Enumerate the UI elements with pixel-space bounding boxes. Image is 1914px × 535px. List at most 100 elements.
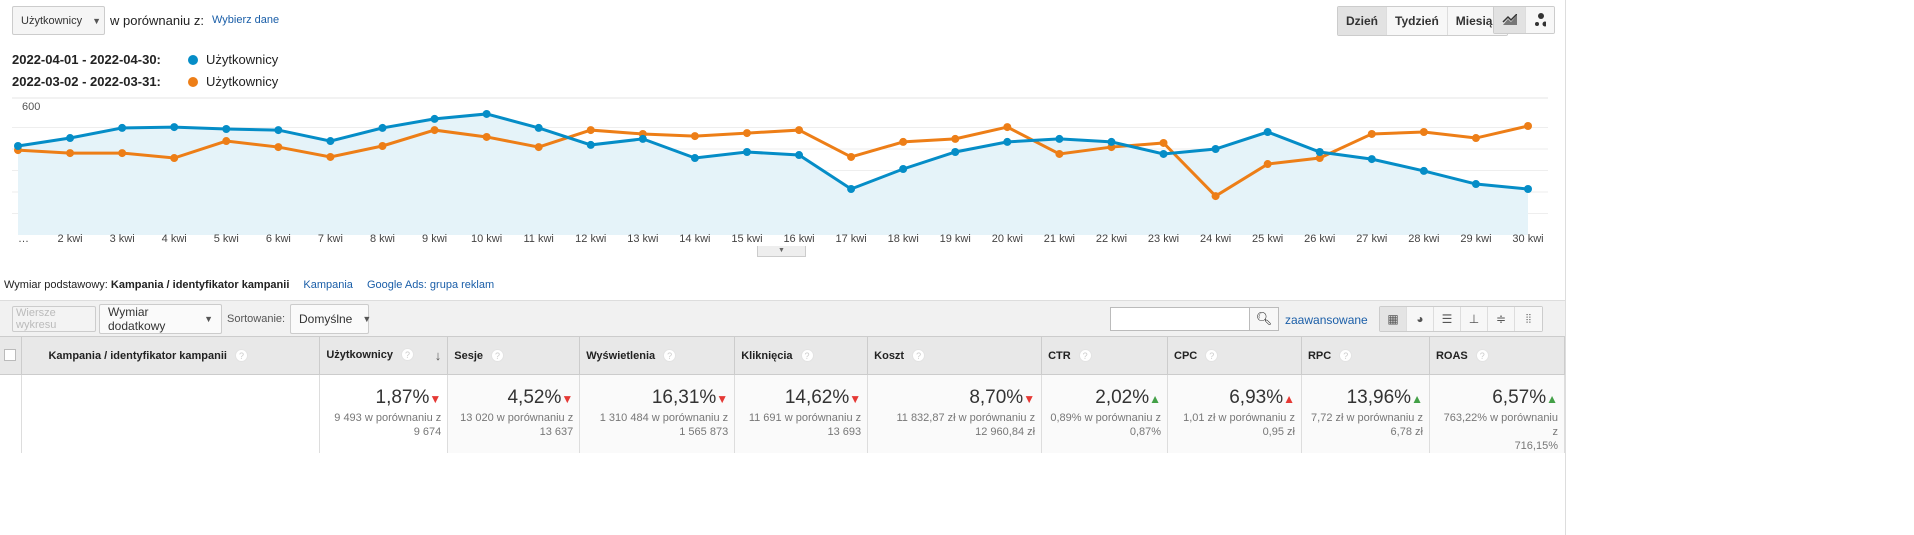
x-tick-label: 30 kwi xyxy=(1512,233,1543,245)
arrow-up-icon: ▲ xyxy=(1283,391,1295,406)
pivot-view-icon[interactable]: ⦙⦙ xyxy=(1515,307,1542,331)
column-header-campaign[interactable]: Kampania / identyfikator kampanii? xyxy=(21,337,321,375)
dimension-option-ad-group[interactable]: Google Ads: grupa reklam xyxy=(366,279,495,291)
data-point xyxy=(222,137,231,146)
help-icon[interactable]: ? xyxy=(800,348,814,362)
x-tick-label: 18 kwi xyxy=(888,233,919,245)
x-tick-label: 2 kwi xyxy=(58,233,83,245)
x-tick-label: 16 kwi xyxy=(783,233,814,245)
help-icon[interactable]: ? xyxy=(400,347,414,361)
column-header-7[interactable]: RPC? xyxy=(1301,337,1430,375)
data-point xyxy=(14,141,22,150)
term-cloud-view-icon[interactable]: ≑ xyxy=(1488,307,1515,331)
column-header-2[interactable]: Wyświetlenia? xyxy=(579,337,736,375)
data-point xyxy=(742,129,751,138)
data-point xyxy=(170,154,179,163)
help-icon[interactable]: ? xyxy=(234,348,248,362)
x-tick-label: 19 kwi xyxy=(940,233,971,245)
help-icon[interactable]: ? xyxy=(1339,348,1353,362)
comparison-previous-value: 9 674 xyxy=(413,425,442,438)
column-header-label: RPC xyxy=(1307,349,1332,362)
performance-view-icon[interactable]: ☰ xyxy=(1434,307,1461,331)
metric-select-value: Użytkownicy xyxy=(21,14,83,27)
x-tick-label: 9 kwi xyxy=(422,233,447,245)
data-point xyxy=(378,123,387,132)
table-view-icon[interactable]: ▦ xyxy=(1380,307,1407,331)
comparison-line: 0,89% w porównaniu z xyxy=(1050,411,1162,424)
x-tick-label: 13 kwi xyxy=(627,233,658,245)
advanced-filter-link[interactable]: zaawansowane xyxy=(1285,313,1368,327)
data-point xyxy=(1419,166,1428,175)
chart-type-toggle xyxy=(1493,6,1555,34)
x-tick-label: 7 kwi xyxy=(318,233,343,245)
x-tick-label: 8 kwi xyxy=(370,233,395,245)
primary-dimension-active[interactable]: Kampania / identyfikator kampanii xyxy=(110,279,290,291)
table-view-switcher: ▦ ◕ ☰ ⊥ ≑ ⦙⦙ xyxy=(1379,306,1543,332)
comparison-line: 13 020 w porównaniu z xyxy=(460,411,574,424)
x-tick-label: 6 kwi xyxy=(266,233,291,245)
help-icon[interactable]: ? xyxy=(1475,348,1489,362)
x-tick-label: … xyxy=(18,233,29,245)
column-header-1[interactable]: Sesje? xyxy=(447,337,581,375)
y-tick-label: 600 xyxy=(22,101,40,113)
comparison-view-icon[interactable]: ⊥ xyxy=(1461,307,1488,331)
column-header-6[interactable]: CPC? xyxy=(1167,337,1302,375)
x-tick-label: 24 kwi xyxy=(1200,233,1231,245)
compare-select-link[interactable]: Wybierz dane xyxy=(212,14,280,26)
column-header-4[interactable]: Koszt? xyxy=(867,337,1043,375)
change-percent: 4,52% xyxy=(507,386,562,408)
comparison-previous-value: 0,95 zł xyxy=(1262,425,1295,438)
help-icon[interactable]: ? xyxy=(491,348,505,362)
period-day-button[interactable]: Dzień xyxy=(1338,7,1388,35)
help-icon[interactable]: ? xyxy=(912,348,926,362)
line-chart-icon[interactable] xyxy=(1494,7,1526,33)
column-header-label: Kampania / identyfikator kampanii xyxy=(48,349,227,362)
help-icon[interactable]: ? xyxy=(1078,348,1092,362)
data-point xyxy=(1263,160,1272,169)
motion-chart-icon[interactable] xyxy=(1526,7,1554,33)
data-point xyxy=(1263,128,1272,137)
comparison-previous-value: 0,87% xyxy=(1129,425,1162,438)
sort-desc-icon[interactable]: ↓ xyxy=(434,347,442,363)
chevron-down-icon: ▼ xyxy=(362,314,372,324)
search-icon[interactable]: 🔍︎ xyxy=(1249,307,1279,331)
x-tick-label: 22 kwi xyxy=(1096,233,1127,245)
change-percent: 2,02% xyxy=(1095,386,1150,408)
help-icon[interactable]: ? xyxy=(1205,348,1219,362)
select-all-checkbox[interactable] xyxy=(0,337,23,375)
period-week-button[interactable]: Tydzień xyxy=(1387,7,1448,35)
compare-label: w porównaniu z: xyxy=(110,13,204,28)
legend-metric: Użytkownicy xyxy=(206,74,279,89)
collapse-chart-handle[interactable]: ▼ xyxy=(757,246,806,257)
data-point xyxy=(430,126,439,135)
column-header-0[interactable]: Użytkownicy? ↓ xyxy=(319,337,449,375)
data-point xyxy=(430,114,439,123)
pie-view-icon[interactable]: ◕ xyxy=(1407,307,1434,331)
summary-cell: 14,62%▼ 11 691 w porównaniu z 13 693 xyxy=(734,374,869,453)
column-header-8[interactable]: ROAS? xyxy=(1429,337,1566,375)
column-header-5[interactable]: CTR? xyxy=(1041,337,1169,375)
dimension-option-campaign[interactable]: Kampania xyxy=(303,279,353,291)
data-point xyxy=(1003,137,1012,146)
arrow-up-icon: ▲ xyxy=(1149,391,1162,406)
x-tick-label: 28 kwi xyxy=(1408,233,1439,245)
help-icon[interactable]: ? xyxy=(663,348,677,362)
sort-select[interactable]: Domyślne ▼ xyxy=(290,304,372,334)
column-header-label: CPC xyxy=(1174,349,1198,362)
summary-cell: 2,02%▲ 0,89% w porównaniu z 0,87% xyxy=(1041,374,1169,453)
column-header-3[interactable]: Kliknięcia? xyxy=(734,337,869,375)
arrow-up-icon: ▲ xyxy=(1546,391,1558,406)
table-search-input[interactable] xyxy=(1110,307,1249,331)
data-point xyxy=(170,123,179,132)
x-tick-label: 26 kwi xyxy=(1304,233,1335,245)
x-tick-label: 11 kwi xyxy=(524,233,554,245)
metric-select[interactable]: Użytkownicy ▼ xyxy=(12,6,105,35)
chevron-down-icon: ▼ xyxy=(204,314,213,324)
column-header-label: Sesje xyxy=(454,349,484,362)
secondary-dimension-select[interactable]: Wymiar dodatkowy ▼ xyxy=(99,304,222,334)
plot-rows-button[interactable]: Wiersze wykresu xyxy=(12,306,96,332)
summary-cell: 13,96%▲ 7,72 zł w porównaniu z 6,78 zł xyxy=(1301,374,1430,453)
comparison-line: 1 310 484 w porównaniu z xyxy=(599,411,729,424)
comparison-line: 9 493 w porównaniu z xyxy=(334,411,442,424)
